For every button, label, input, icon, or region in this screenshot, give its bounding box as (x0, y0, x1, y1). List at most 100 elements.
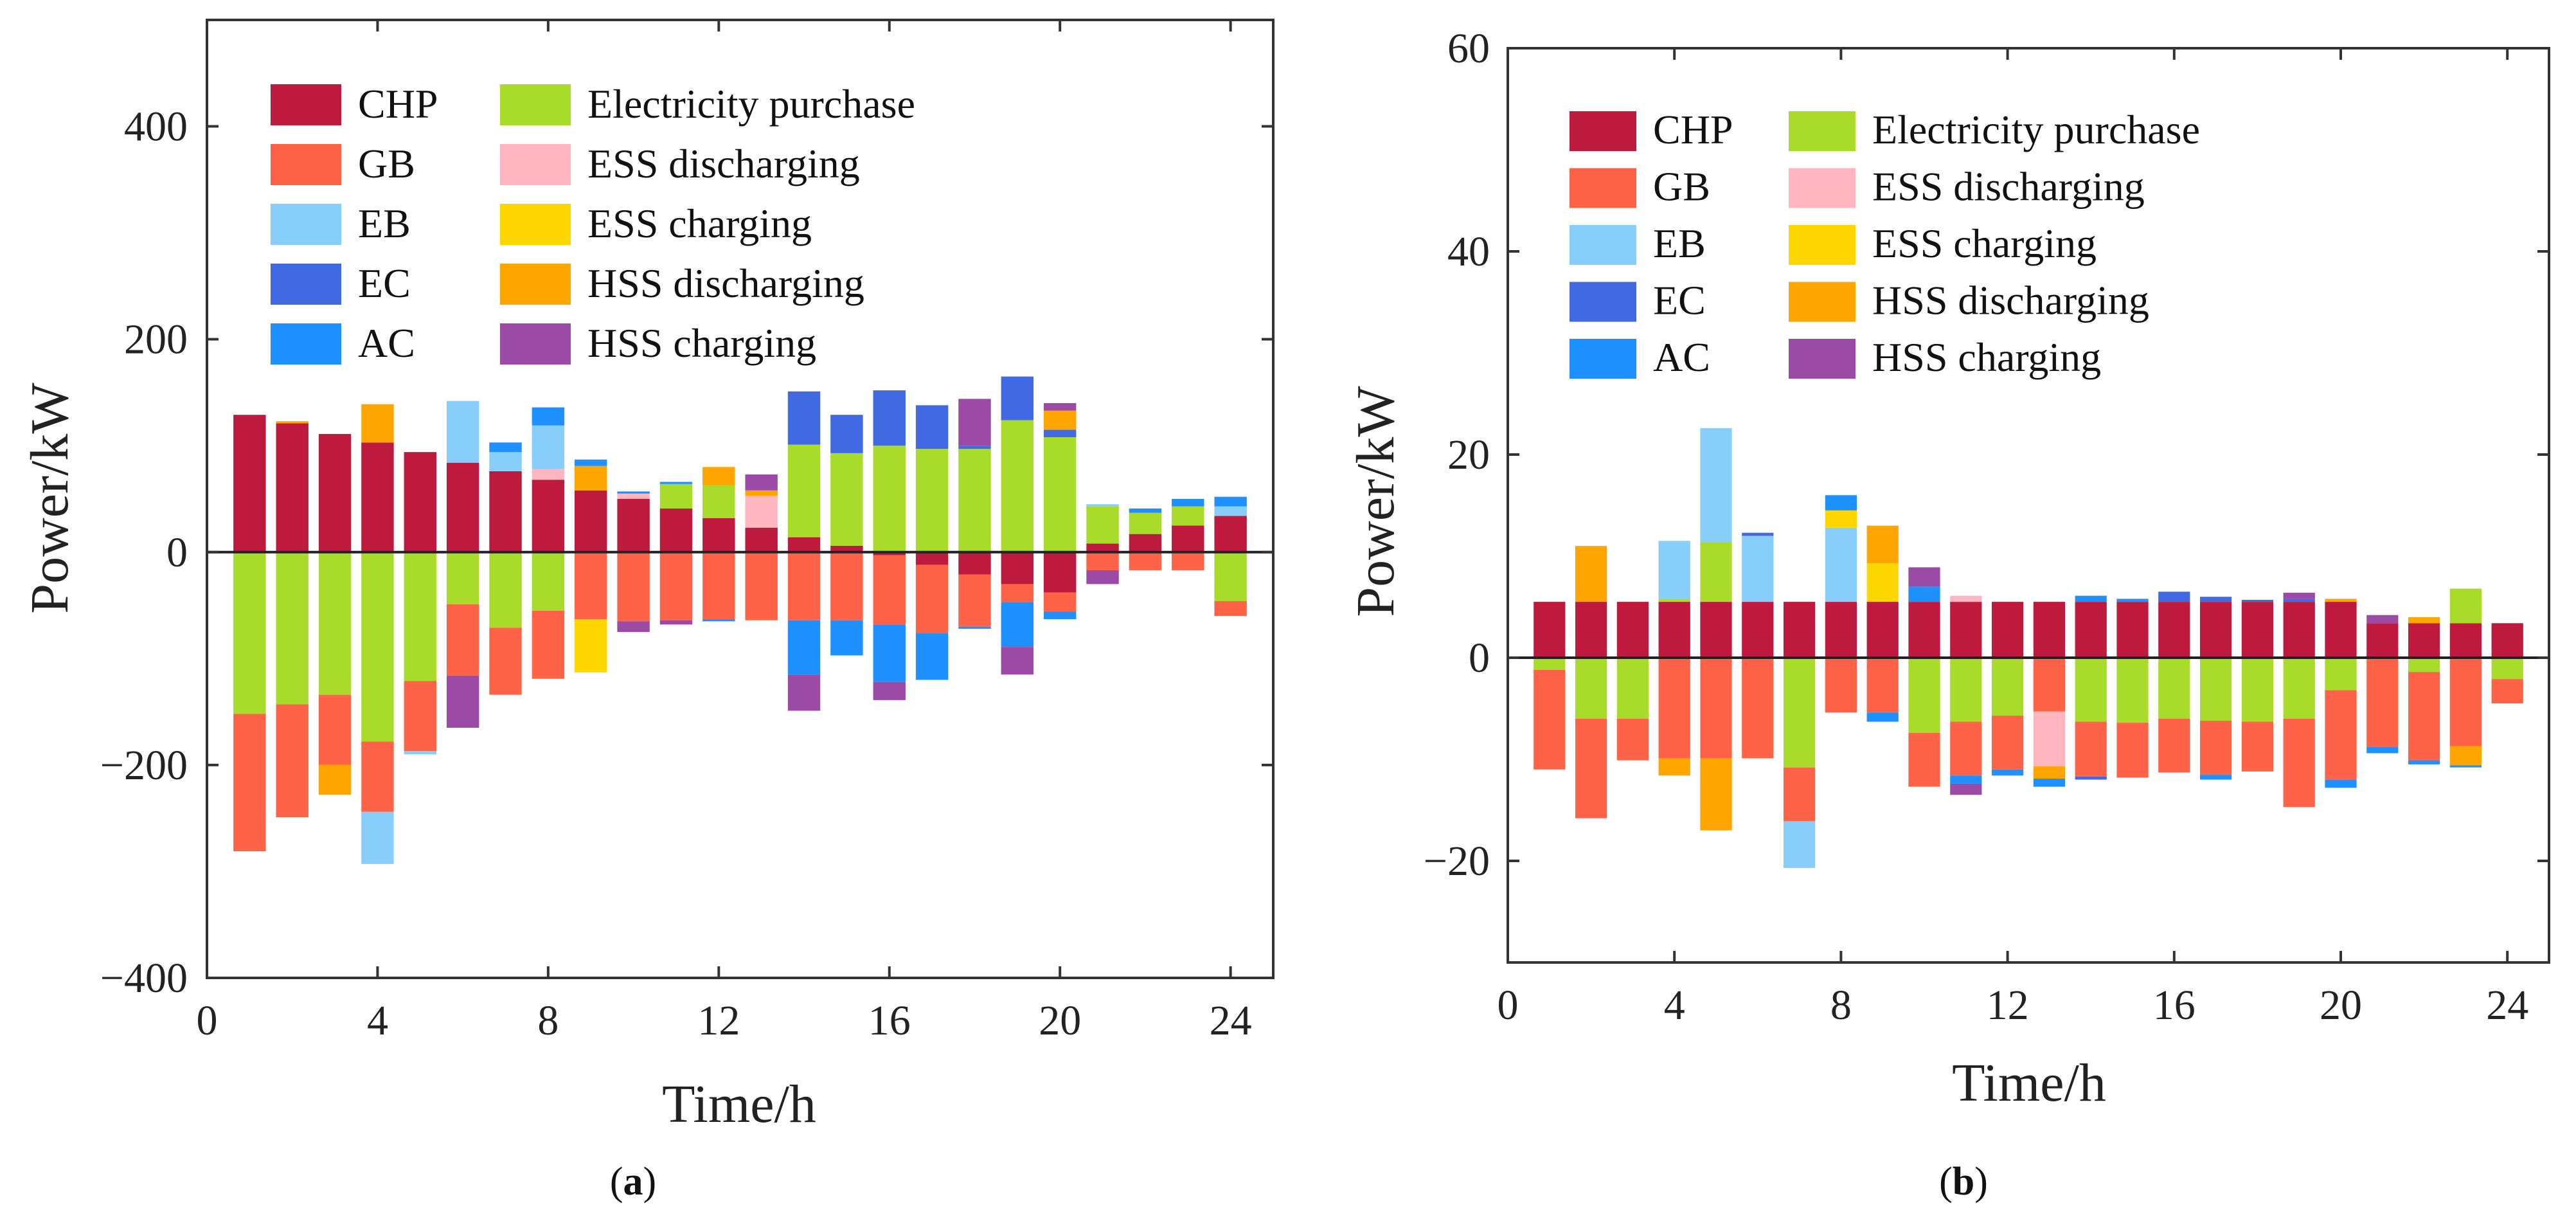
bar-segment-electricity-purchase-h3 (1616, 658, 1649, 719)
bar-segment-eb-h4 (1658, 541, 1690, 599)
legend-label: AC (358, 320, 415, 366)
x-tick-label: 12 (1987, 982, 2029, 1029)
bar-segment-chp-h22 (2408, 623, 2440, 658)
legend-label: AC (1653, 334, 1710, 380)
y-tick-label: −200 (100, 742, 188, 789)
bar-segment-gb-h4 (1658, 658, 1690, 759)
bar-segment-gb-h16 (2158, 718, 2190, 773)
legend-label: Electricity purchase (587, 81, 915, 127)
bar-segment-ec-h18 (958, 446, 991, 449)
bar-segment-hss-discharging-h23 (2449, 746, 2482, 766)
bar-segment-chp-h21 (2366, 623, 2399, 658)
bar-segment-electricity-purchase-h11 (1950, 658, 1982, 722)
x-tick-label: 24 (1210, 997, 1252, 1044)
bar-segment-electricity-purchase-h8 (532, 552, 565, 611)
bar-segment-chp-h24 (2491, 623, 2523, 658)
legend-label: CHP (1653, 107, 1733, 152)
bar-segment-gb-h19 (1001, 584, 1034, 602)
x-tick-label: 16 (2153, 982, 2196, 1029)
bar-segment-hss-charging-h6 (446, 675, 479, 728)
bar-segment-eb-h21 (1086, 504, 1119, 507)
bar-segment-hss-discharging-h13 (745, 490, 778, 496)
bar-segment-ac-h11 (1950, 775, 1982, 784)
bar-segment-ac-h23 (1172, 499, 1204, 507)
bar-segment-gb-h12 (1991, 716, 2024, 770)
bar-segment-ess-discharging-h10 (617, 493, 650, 499)
panel-letter-a: a (623, 1160, 643, 1204)
bar-segment-chp-h16 (2158, 602, 2190, 658)
bar-segment-gb-h16 (873, 555, 906, 625)
bar-segment-gb-h6 (446, 604, 479, 676)
x-tick-label: 0 (197, 997, 218, 1044)
bar-segment-ac-h16 (873, 624, 906, 682)
bar-segment-electricity-purchase-h17 (915, 449, 949, 552)
legend-item-hss-discharging: HSS discharging (1789, 278, 2149, 323)
bar-segment-hss-charging-h11 (1950, 783, 1982, 795)
bar-segment-hss-discharging-h22 (2408, 617, 2440, 624)
x-tick-label: 24 (2486, 982, 2528, 1029)
y-tick-label: 0 (166, 529, 188, 576)
bar-segment-eb-h24 (1214, 506, 1247, 516)
bar-segment-chp-h4 (1658, 602, 1690, 658)
legend-label: CHP (358, 81, 438, 127)
bar-segment-chp-h4 (361, 442, 394, 552)
y-axis-label-a: Power/kW (20, 383, 80, 614)
bar-segment-ac-h9 (575, 459, 607, 466)
bar-segment-chp-h5 (1700, 602, 1732, 658)
bar-segment-electricity-purchase-h1 (233, 552, 266, 714)
bar-segment-hss-charging-h20 (1043, 403, 1077, 411)
legend-item-ec: EC (271, 260, 411, 306)
bar-segment-chp-h9 (1866, 602, 1899, 658)
bar-segment-gb-h5 (404, 681, 437, 752)
bar-segment-chp-h12 (702, 518, 735, 552)
bar-segment-electricity-purchase-h24 (2491, 658, 2523, 680)
bar-segment-chp-h13 (2033, 602, 2066, 658)
legend-swatch (500, 323, 571, 365)
bar-segment-chp-h19 (1001, 552, 1034, 584)
bar-segment-electricity-purchase-h18 (2241, 658, 2274, 722)
legend-item-ess-charging: ESS charging (500, 201, 812, 246)
legend-item-ess-discharging: ESS discharging (500, 141, 860, 186)
x-axis-label-b: Time/h (1952, 1053, 2106, 1113)
bar-segment-ac-h22 (2408, 760, 2440, 764)
bar-segment-electricity-purchase-h2 (276, 552, 309, 705)
bar-segment-ec-h18 (2241, 599, 2274, 602)
bar-segment-gb-h7 (1783, 767, 1816, 822)
bar-segment-gb-h22 (2408, 672, 2440, 761)
bar-segment-hss-discharging-h4 (361, 404, 394, 443)
x-tick-label: 0 (1498, 982, 1519, 1029)
bar-segment-hss-charging-h16 (873, 682, 906, 700)
x-tick-label: 4 (1664, 982, 1685, 1029)
bar-segment-hss-charging-h21 (1086, 570, 1119, 584)
y-tick-label: 400 (124, 104, 188, 150)
bar-segment-chp-h18 (958, 552, 991, 575)
x-tick-label: 4 (367, 997, 388, 1044)
bar-segment-gb-h12 (702, 552, 735, 620)
bar-segment-ec-h14 (2075, 776, 2107, 780)
bar-segment-ac-h17 (2199, 774, 2232, 780)
legend-label: GB (1653, 164, 1710, 210)
bar-segment-chp-h10 (617, 499, 650, 552)
legend-swatch (1570, 168, 1636, 208)
bar-segment-gb-h19 (2283, 718, 2315, 808)
legend-swatch (1789, 111, 1856, 151)
bar-segment-chp-h11 (1950, 602, 1982, 658)
legend-item-ac: AC (271, 320, 415, 366)
bar-segment-gb-h6 (1742, 658, 1774, 759)
bar-segment-ac-h7 (489, 442, 522, 453)
y-tick-label: −20 (1424, 838, 1490, 885)
bar-segment-gb-h21 (1086, 552, 1119, 570)
bar-segment-ac-h17 (915, 633, 949, 680)
bar-segment-gb-h18 (2241, 721, 2274, 772)
bar-segment-gb-h7 (489, 628, 522, 695)
bar-segment-ess-charging-h9 (575, 619, 607, 673)
bar-segment-electricity-purchase-h11 (659, 483, 693, 509)
bar-segment-chp-h3 (318, 434, 352, 552)
bar-segment-hss-discharging-h9 (575, 465, 607, 491)
legend-item-ac: AC (1570, 334, 1710, 380)
bar-segment-electricity-purchase-h1 (1534, 658, 1566, 670)
bar-segment-gb-h4 (361, 741, 394, 812)
bar-segment-hss-discharging-h5 (1700, 758, 1732, 831)
legend-swatch (271, 323, 341, 365)
bar-segment-gb-h21 (2366, 658, 2399, 748)
